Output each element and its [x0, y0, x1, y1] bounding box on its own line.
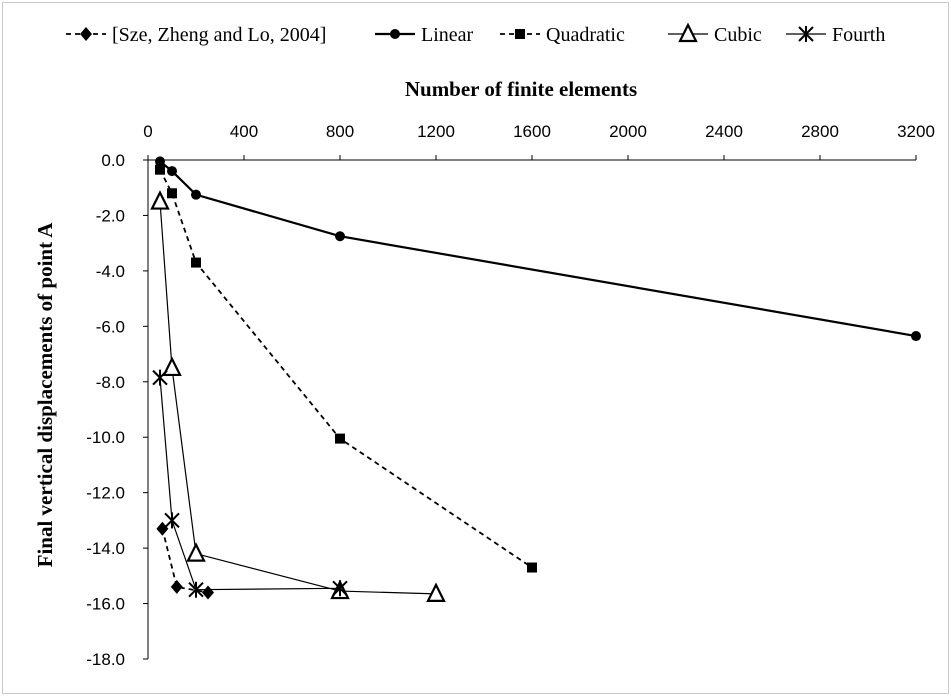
x-tick-label: 2800	[801, 122, 839, 141]
data-point-asterisk	[152, 369, 168, 386]
legend-marker-diamond	[80, 27, 92, 41]
legend-item: [Sze, Zheng and Lo, 2004]	[66, 24, 326, 46]
y-tick-label: -8.0	[96, 373, 125, 392]
legend-label: Linear	[421, 24, 474, 46]
data-point-circle	[335, 231, 345, 242]
series-square	[155, 164, 537, 573]
legend-marker-circle	[390, 29, 400, 39]
legend: [Sze, Zheng and Lo, 2004] Linear Quadratic…	[66, 22, 885, 46]
data-point-square	[167, 188, 177, 199]
data-point-asterisk	[332, 580, 348, 597]
legend-item: Quadratic	[500, 24, 625, 46]
y-tick-label: -4.0	[96, 262, 125, 281]
x-tick-label: 1600	[513, 122, 551, 141]
y-tick-label: -6.0	[96, 317, 125, 336]
legend-marker-square	[515, 29, 525, 39]
data-point-diamond	[156, 521, 169, 536]
y-tick-label: -14.0	[86, 539, 125, 558]
legend-label: Fourth	[832, 24, 885, 46]
data-point-square	[191, 257, 201, 268]
series-line	[159, 377, 341, 591]
data-point-triangle-open	[426, 582, 446, 602]
legend-item: Cubic	[668, 22, 762, 46]
axes: 0 400 800 1200 1600 2000 2400 2800 3200 0.0 -2.0 -4…	[86, 122, 935, 669]
data-point-circle	[191, 189, 201, 200]
data-point-asterisk	[164, 512, 180, 529]
y-tick-label: 0.0	[101, 151, 125, 170]
legend-marker-asterisk	[798, 26, 814, 42]
legend-item: Linear	[375, 24, 474, 46]
y-axis-title: Final vertical displacements of point A	[33, 222, 57, 568]
series-triangle-open	[150, 190, 446, 602]
data-point-square	[527, 562, 537, 573]
series-asterisk	[152, 369, 348, 598]
data-point-circle	[911, 331, 921, 342]
legend-label: [Sze, Zheng and Lo, 2004]	[112, 24, 326, 46]
x-tick-label: 2000	[609, 122, 647, 141]
data-point-circle	[155, 156, 165, 167]
y-tick-label: -16.0	[86, 595, 125, 614]
series-line	[159, 160, 917, 338]
legend-label: Cubic	[714, 24, 762, 46]
data-point-triangle-open	[186, 542, 206, 562]
data-point-diamond	[170, 579, 183, 594]
y-tick-label: -18.0	[86, 650, 125, 669]
x-tick-label: 2400	[705, 122, 743, 141]
series-diamond	[156, 521, 214, 600]
data-point-square	[335, 433, 345, 444]
x-tick-label: 800	[326, 122, 354, 141]
y-tick-label: -12.0	[86, 484, 125, 503]
data-point-diamond	[202, 585, 214, 600]
data-point-square	[155, 164, 165, 175]
x-axis-title: Number of finite elements	[405, 77, 637, 101]
legend-marker-triangle-open	[678, 22, 698, 43]
series-circle	[155, 156, 921, 342]
x-tick-label: 3200	[897, 122, 935, 141]
x-tick-label: 400	[230, 122, 258, 141]
y-tick-label: -2.0	[96, 206, 125, 225]
data-point-circle	[167, 166, 177, 177]
x-tick-label: 1200	[417, 122, 455, 141]
y-tick-label: -10.0	[86, 428, 125, 447]
x-tick-label: 0	[143, 122, 152, 141]
legend-item: Fourth	[786, 24, 885, 46]
legend-label: Quadratic	[546, 24, 625, 46]
series-line	[159, 169, 533, 569]
series-line	[159, 201, 437, 595]
plot-area	[150, 156, 921, 602]
data-point-triangle-open	[150, 190, 170, 210]
data-point-asterisk	[188, 581, 204, 598]
data-point-triangle-open	[162, 356, 182, 377]
